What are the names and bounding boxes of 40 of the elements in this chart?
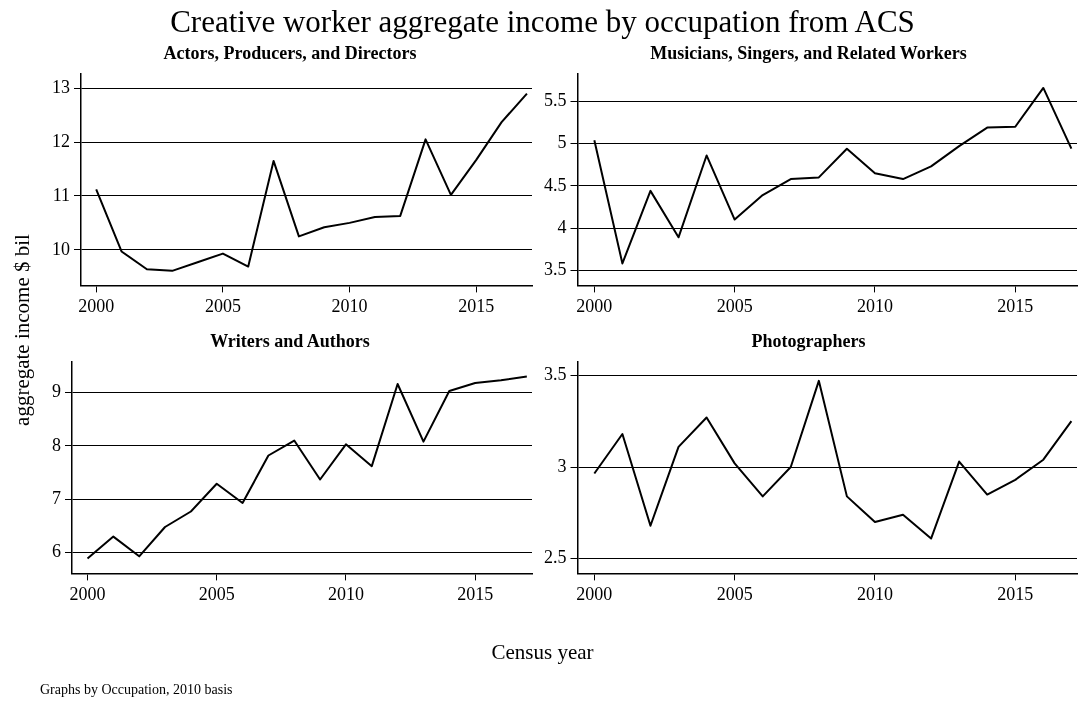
y-tick-label: 11 [52,184,70,205]
y-tick-label: 4.5 [544,174,567,195]
y-tick-label: 3 [557,455,567,476]
chart-subtitle: Writers and Authors [210,331,370,352]
x-axis-title: Census year [490,640,595,665]
chart-subtitle: Actors, Producers, and Directors [163,43,417,64]
y-tick-label: 3.5 [544,364,567,385]
y-axis-title: aggregate income $ bil [9,234,35,426]
y-tick-label: 6 [52,541,61,562]
x-tick-label: 2005 [716,583,753,604]
x-tick-label: 2015 [457,583,494,604]
chart-subtitle: Musicians, Singers, and Related Workers [650,43,967,64]
y-tick-label: 3.5 [544,258,567,279]
x-tick-label: 2015 [997,583,1034,604]
y-tick-label: 2.5 [544,547,567,568]
y-tick-label: 12 [52,130,70,151]
x-tick-label: 2005 [716,295,753,316]
y-tick-label: 7 [52,487,61,508]
y-tick-label: 4 [557,216,567,237]
x-tick-label: 2000 [576,583,613,604]
x-tick-label: 2005 [204,295,241,316]
x-tick-label: 2005 [198,583,235,604]
x-tick-label: 2000 [78,295,115,316]
x-tick-label: 2015 [997,295,1034,316]
x-tick-label: 2010 [856,295,893,316]
x-tick-label: 2000 [69,583,106,604]
x-tick-label: 2010 [327,583,364,604]
x-tick-label: 2010 [331,295,368,316]
y-tick-label: 13 [52,76,70,97]
x-tick-label: 2000 [576,295,613,316]
x-tick-label: 2010 [856,583,893,604]
y-tick-label: 5.5 [544,90,567,111]
y-tick-label: 10 [52,238,70,259]
text: Graphs by Occupation, 2010 basis [40,682,233,698]
chart-title: Creative worker aggregate income by occupation from ACS [169,4,916,40]
y-tick-label: 5 [557,132,567,153]
chart-subtitle: Photographers [751,331,866,352]
y-tick-label: 8 [52,434,61,455]
y-tick-label: 9 [52,381,61,402]
x-tick-label: 2015 [458,295,495,316]
